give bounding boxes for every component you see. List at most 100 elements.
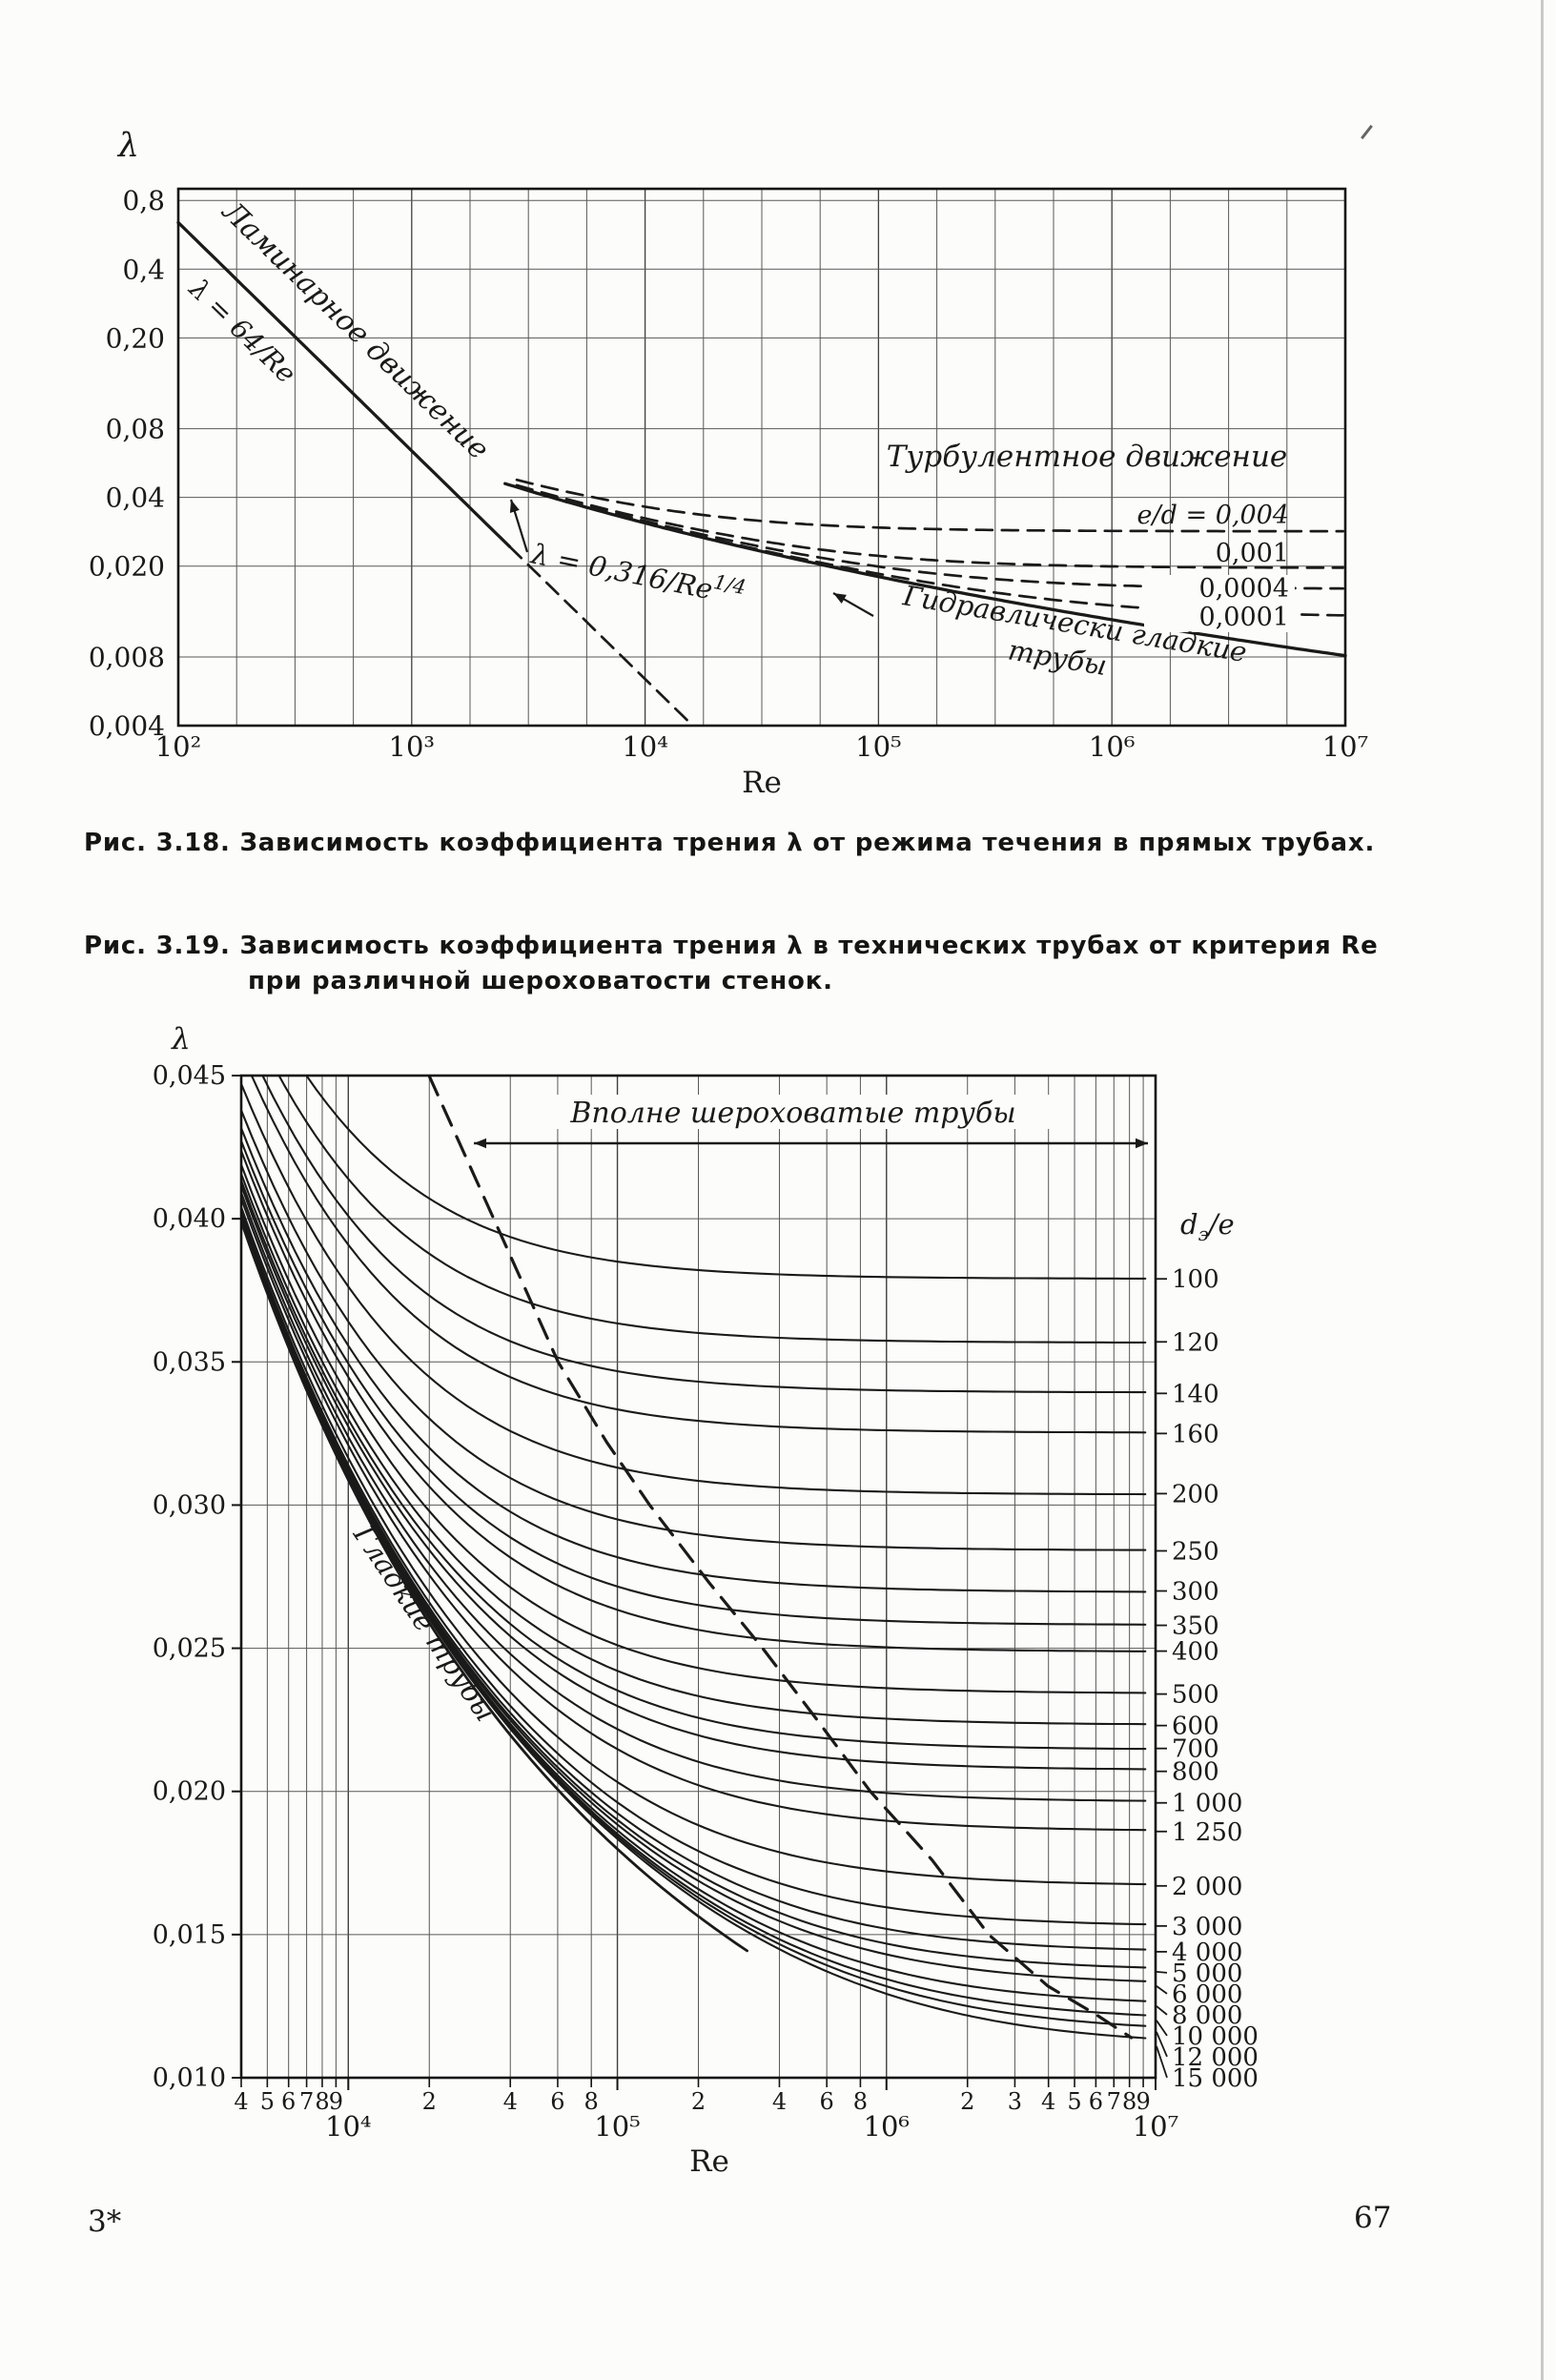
svg-text:2: 2 bbox=[960, 2088, 974, 2115]
svg-text:8: 8 bbox=[853, 2088, 868, 2115]
curve-d-e-12000 bbox=[241, 1218, 1147, 2027]
roughness-label-3: 0,0001 bbox=[1199, 603, 1289, 632]
fig319-ytick-0,035: 0,035 bbox=[153, 1347, 226, 1377]
fig319-xtick-10⁴: 10⁴ bbox=[325, 2110, 372, 2143]
d-e-value-8000: 8 000 bbox=[1172, 2001, 1242, 2030]
d-e-value-350: 350 bbox=[1172, 1612, 1219, 1641]
curve-d-e-15000 bbox=[241, 1218, 1147, 2040]
d-e-value-250: 250 bbox=[1172, 1537, 1219, 1566]
fig-3-19-caption: Рис. 3.19. Зависимость коэффициента трен… bbox=[84, 929, 1379, 999]
curve-d-e-160 bbox=[250, 1076, 1147, 1434]
roughness-label-0: e/d = 0,004 bbox=[1137, 501, 1289, 530]
svg-text:3: 3 bbox=[1008, 2088, 1022, 2115]
fully-rough-arrow bbox=[474, 1138, 1148, 1149]
d-e-value-120: 120 bbox=[1172, 1328, 1219, 1357]
svg-text:8: 8 bbox=[315, 2088, 329, 2115]
scan-edge-shadow bbox=[1541, 0, 1544, 2380]
d-e-value-600: 600 bbox=[1172, 1713, 1219, 1741]
svg-text:6: 6 bbox=[1089, 2088, 1103, 2115]
svg-text:7: 7 bbox=[1107, 2088, 1121, 2115]
curve-laminar bbox=[176, 220, 512, 548]
fully-rough-boundary bbox=[427, 1076, 1134, 2040]
fig318-xlabel: Re bbox=[742, 766, 782, 800]
fully-rough-label: Вполне шероховатые трубы bbox=[569, 1097, 1015, 1130]
fig318-plot-border bbox=[176, 187, 1347, 728]
curve-d-e-250 bbox=[241, 1109, 1147, 1551]
svg-text:9: 9 bbox=[329, 2088, 343, 2115]
fig319-ytick-0,020: 0,020 bbox=[153, 1777, 226, 1807]
curve-d-e-1000 bbox=[241, 1191, 1147, 1802]
d-e-value-160: 160 bbox=[1172, 1420, 1219, 1448]
fully-rough-label-bg bbox=[536, 1095, 1051, 1129]
fig318-ytick-0,020: 0,020 bbox=[89, 551, 165, 583]
d-e-value-300: 300 bbox=[1172, 1578, 1219, 1607]
curve-d-e-350 bbox=[241, 1139, 1147, 1626]
roughness-label-2: 0,0004 bbox=[1199, 574, 1289, 604]
fig318-ytick-0,20: 0,20 bbox=[106, 322, 165, 354]
d-e-value-10000: 10 000 bbox=[1172, 2022, 1259, 2051]
fig319-curves bbox=[241, 1076, 1147, 2040]
d-e-value-15000: 15 000 bbox=[1172, 2064, 1259, 2093]
footer-section-mark: 3* bbox=[88, 2205, 122, 2239]
curve-laminar-extension bbox=[508, 544, 693, 727]
fig-3-18-caption: Рис. 3.18. Зависимость коэффициента трен… bbox=[84, 826, 1375, 861]
curve-d-e-200 bbox=[241, 1082, 1147, 1496]
d-e-value-700: 700 bbox=[1172, 1735, 1219, 1764]
roughness-label-1: 0,001 bbox=[1216, 539, 1289, 568]
d-e-value-500: 500 bbox=[1172, 1681, 1219, 1710]
fig319-xlabel: Re bbox=[689, 2144, 729, 2179]
fig-3-19-caption-line2: при различной шероховатости стенок. bbox=[248, 967, 833, 995]
fig318-xtick-10²: 10² bbox=[155, 730, 202, 763]
fig-3-18-caption-text: Рис. 3.18. Зависимость коэффициента трен… bbox=[84, 829, 1376, 857]
fig318-ytick-0,8: 0,8 bbox=[122, 185, 165, 216]
fig318-ytick-0,08: 0,08 bbox=[106, 414, 165, 445]
fig319-right-axis-label: dэ/e bbox=[1180, 1208, 1235, 1245]
svg-text:5: 5 bbox=[260, 2088, 275, 2115]
d-e-value-3000: 3 000 bbox=[1172, 1913, 1242, 1941]
fig319-ytick-0,015: 0,015 bbox=[153, 1920, 226, 1950]
svg-text:9: 9 bbox=[1136, 2088, 1150, 2115]
smooth-pipes-curve bbox=[241, 1220, 748, 1953]
d-e-value-4000: 4 000 bbox=[1172, 1939, 1242, 1967]
curve-rough-e-d-0004 bbox=[515, 478, 1344, 533]
fig319-ytick-0,030: 0,030 bbox=[153, 1490, 226, 1520]
fig318-ytick-0,04: 0,04 bbox=[106, 482, 165, 514]
curve-d-e-500 bbox=[241, 1163, 1147, 1694]
svg-text:6: 6 bbox=[820, 2088, 834, 2115]
curve-d-e-10000 bbox=[241, 1217, 1147, 2017]
d-e-value-1000: 1 000 bbox=[1172, 1790, 1242, 1818]
d-e-value-140: 140 bbox=[1172, 1380, 1219, 1408]
svg-text:6: 6 bbox=[550, 2088, 564, 2115]
fig319-ytick-0,045: 0,045 bbox=[153, 1061, 226, 1091]
fig318-xtick-10³: 10³ bbox=[389, 730, 436, 763]
curve-rough-e-d-0001 bbox=[515, 483, 1344, 569]
fig318-xtick-10⁵: 10⁵ bbox=[855, 730, 902, 763]
fig318-ytick-0,004: 0,004 bbox=[89, 710, 165, 742]
svg-text:4: 4 bbox=[1041, 2088, 1055, 2115]
fig318-xtick-10⁶: 10⁶ bbox=[1089, 730, 1136, 763]
blasius-equation-label: λ = 0,316/Re1/4 bbox=[528, 533, 748, 612]
curve-d-e-140 bbox=[261, 1076, 1147, 1394]
d-e-value-1250: 1 250 bbox=[1172, 1818, 1242, 1847]
fig318-ytick-0,008: 0,008 bbox=[89, 642, 165, 673]
curve-d-e-4000 bbox=[241, 1213, 1147, 1951]
turbulent-region-label: Турбулентное движение bbox=[887, 440, 1288, 474]
fig319-ytick-0,010: 0,010 bbox=[153, 2063, 226, 2093]
fig318-grid bbox=[178, 189, 1345, 726]
fig318-ylabel: λ bbox=[116, 127, 139, 165]
fig318-xtick-10⁴: 10⁴ bbox=[622, 730, 668, 763]
curve-d-e-400 bbox=[241, 1149, 1147, 1652]
curve-d-e-120 bbox=[277, 1076, 1147, 1344]
page-number: 67 bbox=[1354, 2201, 1392, 2235]
svg-text:2: 2 bbox=[422, 2088, 437, 2115]
svg-text:6: 6 bbox=[281, 2088, 296, 2115]
fig319-xtick-10⁵: 10⁵ bbox=[594, 2110, 641, 2143]
d-e-value-5000: 5 000 bbox=[1172, 1959, 1242, 1988]
curve-d-e-1250 bbox=[241, 1197, 1147, 1832]
curve-d-e-2000 bbox=[241, 1205, 1147, 1886]
fig-3-19-caption-line1: Рис. 3.19. Зависимость коэффициента трен… bbox=[84, 932, 1379, 960]
